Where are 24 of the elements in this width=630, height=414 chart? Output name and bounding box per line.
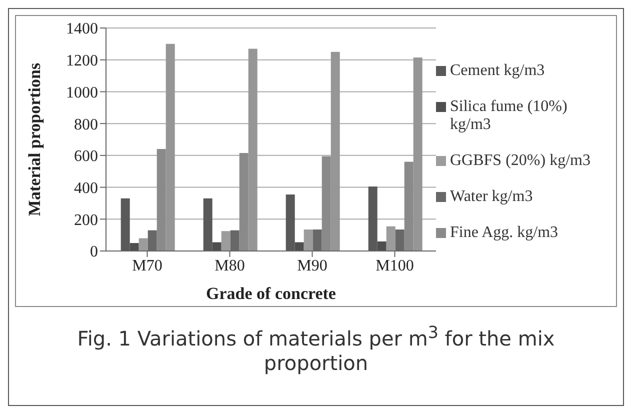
y-tick-label: 800 (74, 116, 98, 134)
y-tick-label: 0 (90, 244, 98, 261)
text: Fig. 1 Variations of materials per m$^{3}$ for the mix proportion (77, 323, 555, 375)
bar (221, 231, 230, 251)
y-tick-label: 1200 (66, 52, 98, 70)
y-tick-label: 600 (74, 148, 98, 166)
x-tick-label: M90 (297, 257, 328, 274)
bar (138, 238, 148, 251)
y-tick-label: 400 (74, 180, 98, 197)
x-tick-label: M80 (214, 257, 245, 274)
x-tick-label: M70 (132, 257, 162, 274)
bar (304, 229, 313, 251)
x-axis-title: Grade of concrete (206, 284, 336, 303)
y-axis-title: Material proportions (25, 62, 44, 216)
legend-label: Fine Agg. kg/m3 (450, 224, 558, 242)
legend-label: Cement kg/m3 (450, 62, 545, 80)
legend-label: Water kg/m3 (450, 188, 533, 206)
x-tick-label: M100 (376, 257, 414, 274)
y-tick-label: 1000 (66, 84, 98, 102)
legend-label: GGBFS (20%) kg/m3 (450, 152, 590, 170)
y-tick-label: 200 (74, 212, 98, 229)
legend-label: Silica fume (10%) kg/m3 (450, 98, 568, 134)
y-tick-label: 1400 (66, 20, 98, 38)
bar (386, 226, 396, 251)
